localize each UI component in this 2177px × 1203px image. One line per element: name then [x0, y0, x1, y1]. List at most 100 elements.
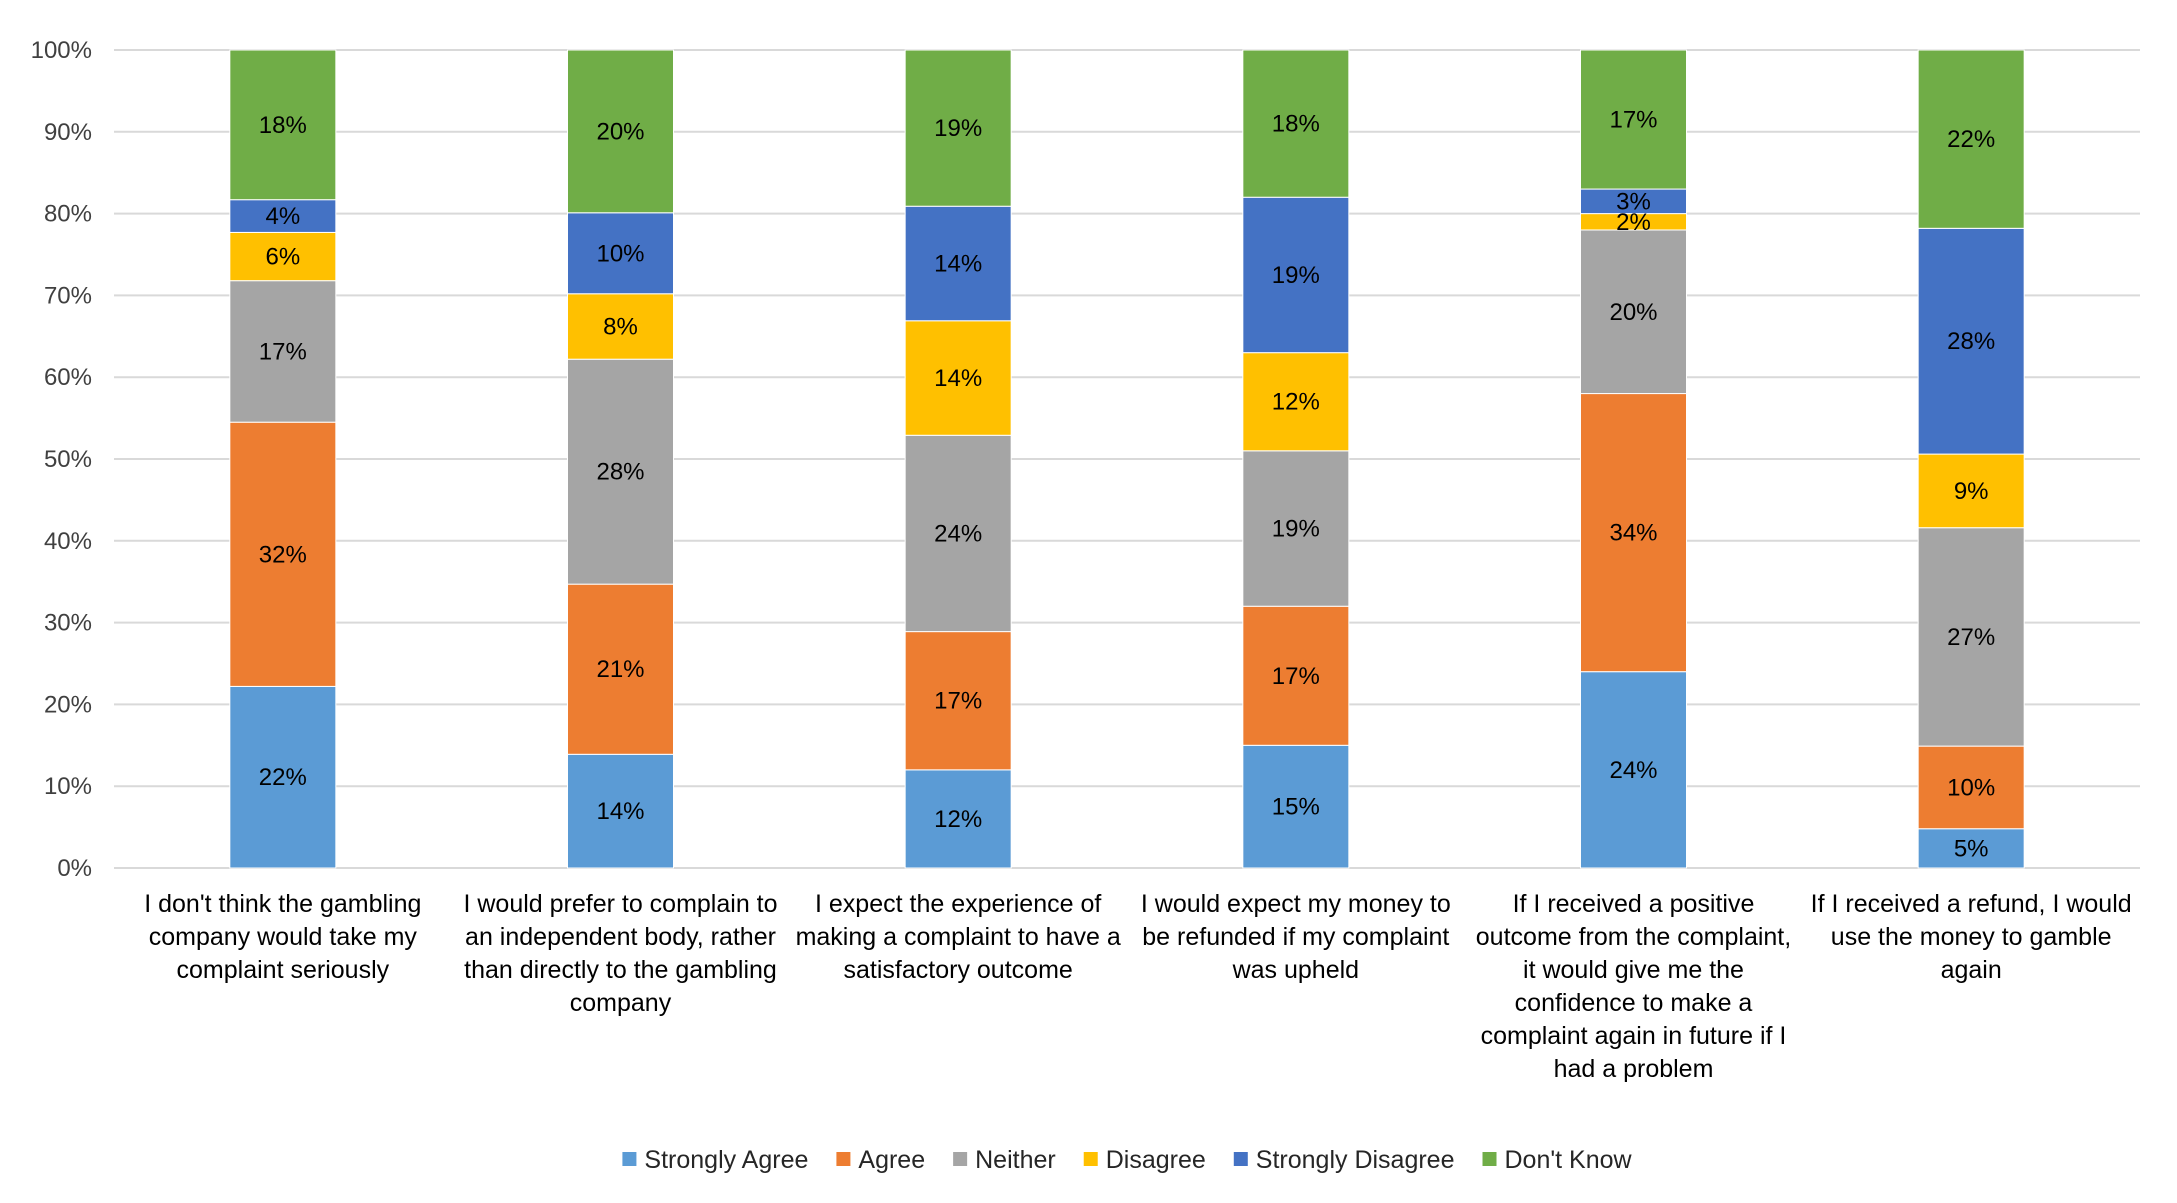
- x-axis: I don't think the gambling company would …: [144, 890, 2131, 1083]
- bar-segment-disagree: [567, 293, 674, 360]
- legend-label: Strongly Disagree: [1256, 1146, 1455, 1174]
- y-tick-label: 40%: [44, 528, 92, 555]
- x-category-label: If I received a positive outcome from the…: [1476, 890, 1791, 1083]
- x-category-line: use the money to gamble: [1831, 923, 2112, 951]
- data-label: 17%: [259, 338, 307, 365]
- data-label: 15%: [1272, 794, 1320, 821]
- bar-segment-strongly-agree: [1580, 671, 1687, 869]
- data-label: 27%: [1947, 624, 1995, 651]
- y-tick-label: 60%: [44, 364, 92, 391]
- bar-segment-strongly-agree: [229, 685, 337, 869]
- data-label: 28%: [596, 459, 644, 486]
- x-category-line: company: [570, 989, 672, 1017]
- y-tick-label: 90%: [44, 119, 92, 146]
- bar-segment-strongly-agree: [904, 769, 1012, 869]
- data-label: 20%: [596, 118, 644, 145]
- bar-segment-don-t-know: [1917, 49, 2025, 229]
- legend-item: Agree: [836, 1146, 925, 1174]
- legend-item: Strongly Agree: [622, 1146, 808, 1174]
- data-label: 22%: [259, 764, 307, 791]
- data-label: 22%: [1947, 126, 1995, 153]
- data-label: 10%: [596, 240, 644, 267]
- bar-segment-neither: [1580, 229, 1687, 395]
- bar-segment-strongly-disagree: [567, 212, 674, 295]
- x-category-label: I would expect my money to be refunded if…: [1141, 890, 1451, 984]
- y-tick-label: 70%: [44, 282, 92, 309]
- x-category-line: an independent body, rather: [465, 923, 776, 951]
- x-category-line: it would give me the: [1523, 956, 1744, 984]
- bar-segment-don-t-know: [904, 49, 1012, 207]
- data-label: 24%: [934, 520, 982, 547]
- x-category-label: I don't think the gambling company would …: [144, 890, 421, 984]
- bar-segment-strongly-disagree: [1917, 227, 2025, 455]
- y-tick-label: 80%: [44, 201, 92, 228]
- legend-item: Don't Know: [1482, 1146, 1633, 1174]
- bar-segment-strongly-disagree: [904, 205, 1012, 322]
- data-label: 20%: [1609, 299, 1657, 326]
- data-label: 24%: [1609, 757, 1657, 784]
- data-label: 3%: [1616, 188, 1651, 215]
- y-tick-label: 0%: [57, 855, 92, 882]
- data-label: 14%: [934, 365, 982, 392]
- data-labels: 22% 32% 17% 6% 4% 18% 14% 21% 28% 8% 10% 20% 12% 17% 2…: [259, 107, 1995, 863]
- x-category-line: complaint again in future if I: [1481, 1022, 1787, 1050]
- x-category-label: I would prefer to complain to an independ…: [463, 890, 777, 1017]
- x-category-line: be refunded if my complaint: [1142, 923, 1449, 951]
- x-category-line: company would take my: [149, 923, 418, 951]
- data-label: 5%: [1954, 835, 1989, 862]
- x-category-line: I would prefer to complain to: [463, 890, 777, 918]
- data-label: 14%: [596, 798, 644, 825]
- data-label: 6%: [265, 244, 300, 271]
- x-category-line: I don't think the gambling: [144, 890, 421, 918]
- legend-label: Neither: [975, 1146, 1056, 1174]
- x-category-line: I expect the experience of: [815, 890, 1101, 918]
- bar-segment-don-t-know: [567, 49, 674, 214]
- data-label: 19%: [1272, 262, 1320, 289]
- legend-label: Don't Know: [1505, 1146, 1633, 1174]
- data-label: 17%: [1609, 107, 1657, 134]
- y-axis: 0% 10% 20% 30% 40% 50% 60% 70% 80% 90% 100%: [31, 37, 92, 882]
- bar-segment-agree: [567, 583, 674, 755]
- data-label: 9%: [1954, 478, 1989, 505]
- x-category-line: had a problem: [1554, 1055, 1714, 1083]
- data-label: 17%: [934, 688, 982, 715]
- bar-segment-strongly-agree: [1242, 744, 1350, 869]
- x-category-line: was upheld: [1232, 956, 1359, 984]
- bar-segment-disagree: [229, 231, 337, 282]
- legend-label: Agree: [858, 1146, 925, 1174]
- legend-item: Neither: [953, 1146, 1056, 1174]
- data-label: 18%: [1272, 111, 1320, 138]
- y-tick-label: 30%: [44, 610, 92, 637]
- bar-segment-agree: [229, 421, 337, 687]
- bar-segment-neither: [1242, 450, 1350, 607]
- legend-swatch: [1482, 1152, 1497, 1166]
- x-category-line: If I received a positive: [1513, 890, 1755, 918]
- legend: Strongly Agree Agree Neither Disagree Strong…: [622, 1146, 1633, 1174]
- data-label: 12%: [1272, 389, 1320, 416]
- data-label: 19%: [1272, 516, 1320, 543]
- data-label: 8%: [603, 313, 638, 340]
- bar-segment-neither: [567, 358, 674, 585]
- bar-segment-don-t-know: [1580, 49, 1687, 190]
- bar-series: [229, 49, 2025, 869]
- data-label: 10%: [1947, 774, 1995, 801]
- y-tick-label: 100%: [31, 37, 92, 64]
- bar-segment-don-t-know: [1242, 49, 1350, 198]
- data-label: 14%: [934, 250, 982, 277]
- bar-segment-neither: [904, 434, 1012, 633]
- bar-segment-strongly-disagree: [229, 199, 337, 233]
- legend-item: Disagree: [1083, 1146, 1206, 1174]
- legend-label: Strongly Agree: [644, 1146, 808, 1174]
- bar-segment-agree: [1242, 605, 1350, 746]
- legend-swatch: [953, 1152, 968, 1166]
- x-category-line: confidence to make a: [1515, 989, 1753, 1017]
- legend-swatch: [622, 1152, 637, 1166]
- legend-swatch: [1233, 1152, 1248, 1166]
- x-category-line: making a complaint to have a: [796, 923, 1121, 951]
- y-tick-label: 50%: [44, 446, 92, 473]
- data-label: 34%: [1609, 520, 1657, 547]
- legend-swatch: [1083, 1152, 1098, 1166]
- legend-swatch: [836, 1152, 851, 1166]
- bar-segment-neither: [1917, 527, 2025, 747]
